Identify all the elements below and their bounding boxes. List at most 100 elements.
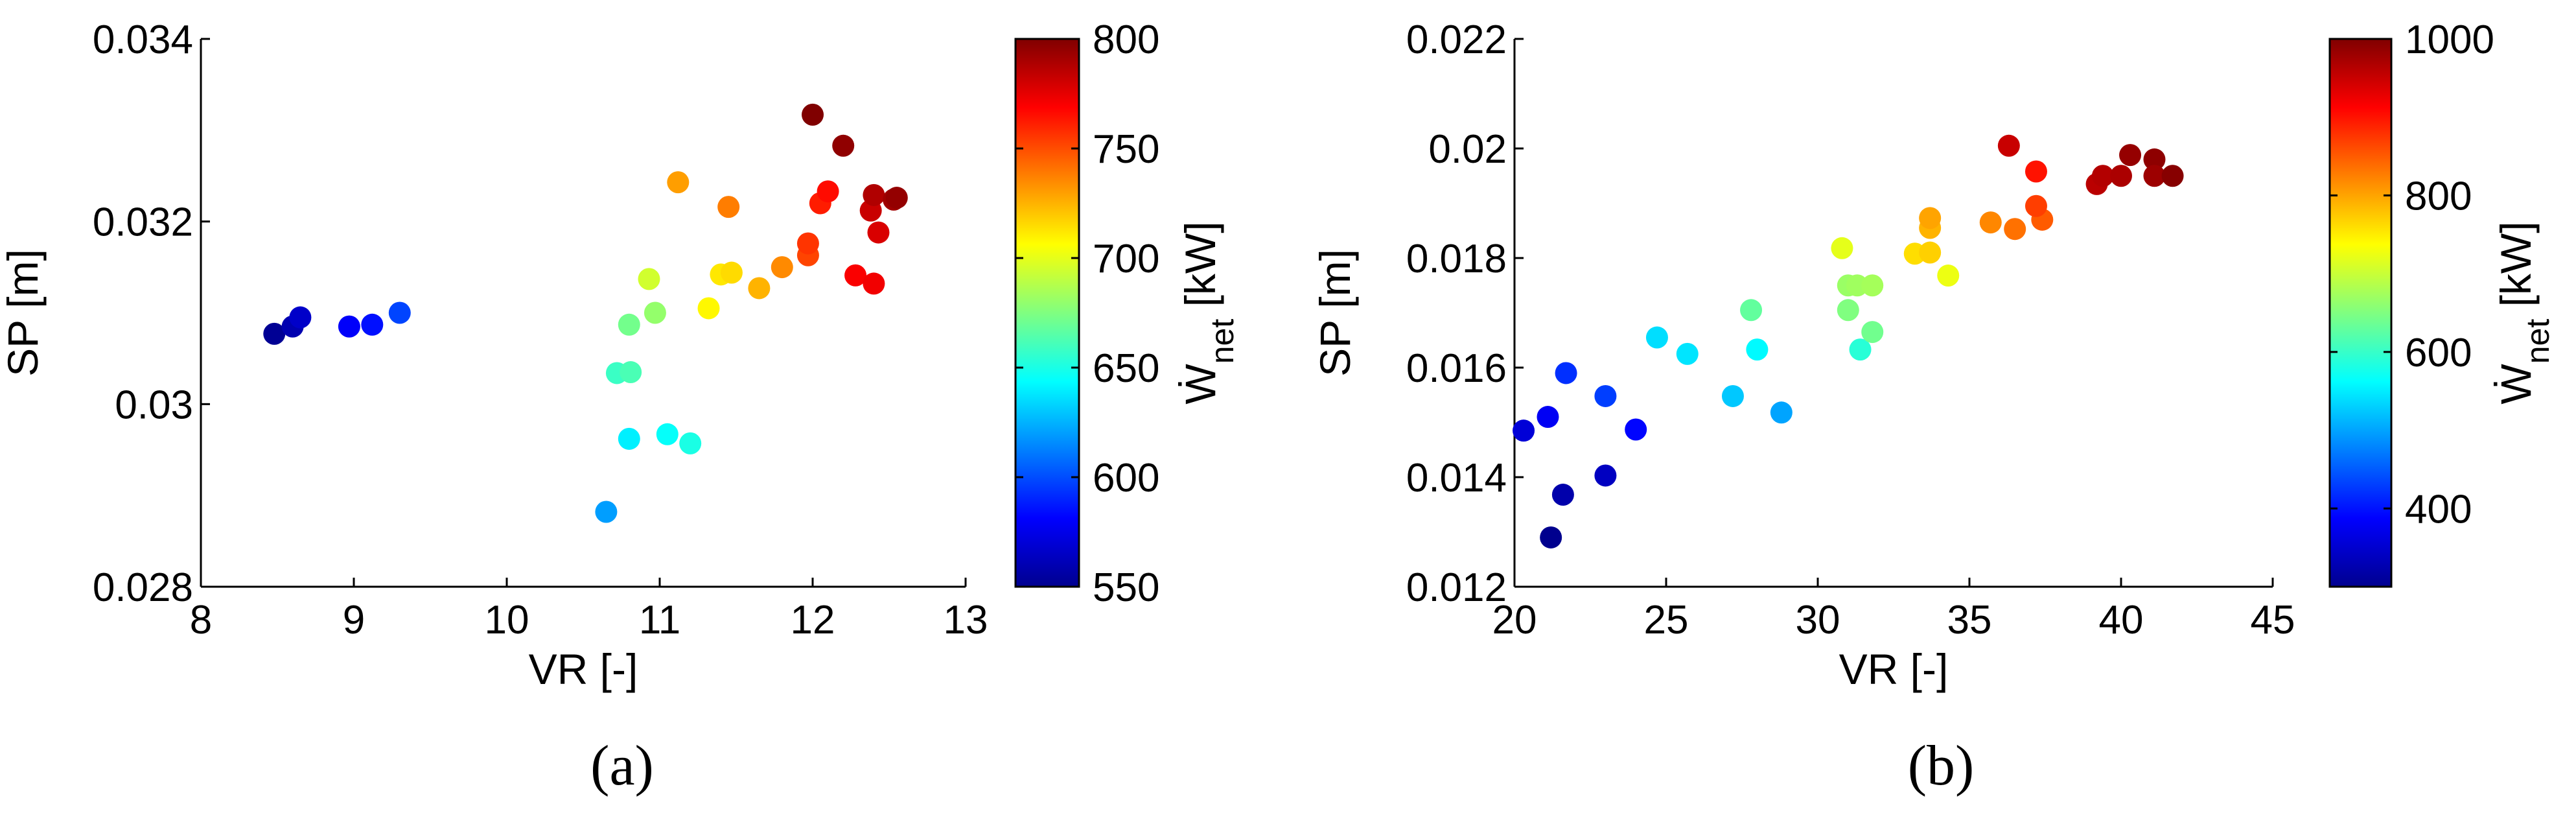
panel-a-y-axis-label: SP [m] [0, 249, 47, 377]
panel-b-data-point [1746, 338, 1769, 361]
panel-a-data-point [644, 301, 666, 324]
panel-b-data-point [1979, 211, 2002, 234]
panel-b-y-tick-label: 0.012 [1406, 565, 1507, 610]
panel-b-data-point [2025, 160, 2047, 183]
panel-b-x-tick-label: 20 [1492, 598, 1537, 642]
panel-b-data-point [1937, 265, 1960, 287]
panel-a-x-tick-label: 13 [944, 598, 988, 642]
panel-a-x-tick-label: 12 [791, 598, 835, 642]
panel-b-data-point [1540, 526, 1562, 548]
panel-b-data-point [1849, 338, 1872, 361]
panel-a-data-point [771, 256, 793, 279]
panel-b-y-tick-label: 0.014 [1406, 456, 1507, 501]
panel-a-data-point [361, 313, 384, 336]
panel-b-data-point [2110, 165, 2132, 187]
panel-a-data-point [717, 196, 740, 218]
panel-b-x-axis-label: VR [-] [1839, 645, 1949, 693]
panel-a-y-tick-label: 0.028 [93, 565, 193, 610]
panel-a-data-point [388, 301, 411, 324]
panel-a-data-point [832, 134, 855, 157]
panel-a-colorbar-label-unit: [kW] [1176, 221, 1224, 318]
panel-b-label: (b) [1908, 735, 1975, 797]
panel-a-x-tick-label: 11 [639, 598, 680, 642]
panel-a-data-point [863, 272, 885, 295]
panel-b-data-point [1537, 406, 1559, 429]
panel-b-data-point [1861, 274, 1884, 297]
panel-b-colorbar-tick-label: 1000 [2405, 18, 2494, 62]
panel-b-data-point [2143, 148, 2166, 171]
panel-a-data-point [263, 322, 286, 345]
panel-b-data-point [1555, 362, 1577, 384]
panel-b-colorbar-tick-label: 600 [2405, 331, 2472, 375]
panel-b-data-point [1770, 401, 1793, 424]
panel-a-data-point [863, 183, 885, 206]
panel-a-colorbar-label: Ẇnet [kW] [1176, 221, 1240, 404]
panel-b-data-point [1919, 207, 1942, 230]
panel-a-x-tick-label: 9 [343, 598, 365, 642]
panel-b-colorbar-label-unit: [kW] [2492, 221, 2540, 318]
panel-b-colorbar-tick-label: 800 [2405, 174, 2472, 218]
panel-b-data-point [2004, 218, 2026, 241]
panel-a-data-point [679, 432, 702, 454]
panel-a-data-point [595, 501, 618, 523]
panel-b-data-point [1513, 419, 1535, 442]
panel-b-colorbar-label-sub: net [2520, 319, 2556, 364]
panel-b-data-point [1676, 342, 1699, 365]
panel-a-data-point [844, 264, 867, 287]
panel-a-x-tick-label: 8 [190, 598, 212, 642]
panel-a-colorbar-tick-label: 800 [1093, 18, 1159, 62]
panel-a-colorbar [1014, 38, 1080, 588]
panel-a-data-point [802, 103, 824, 126]
panel-a-colorbar-tick-label: 700 [1093, 237, 1159, 281]
panel-a-y-tick-label: 0.034 [93, 18, 193, 62]
panel-a-colorbar-tick-label: 550 [1093, 565, 1159, 610]
panel-a-data-point [618, 427, 640, 450]
panel-a-data-point [817, 180, 839, 203]
panel-b-data-point [1551, 484, 1574, 506]
panel-a-data-point [620, 361, 642, 384]
panel-a-label-text: (a) [590, 735, 654, 797]
panel-a-colorbar-tick-label: 650 [1093, 346, 1159, 391]
panel-b-y-axis-label: SP [m] [1311, 249, 1359, 377]
panel-a-data-point [720, 261, 743, 284]
panel-a-data-point [796, 232, 819, 255]
panel-a-data-point [867, 221, 890, 244]
panel-b-data-point [1594, 384, 1617, 407]
panel-a-data-point [667, 171, 690, 194]
panel-b-data-point [2143, 165, 2166, 187]
panel-b-data-point [1831, 237, 1853, 259]
panel-a-data-point [289, 306, 312, 329]
panel-b-data-point [1837, 299, 1859, 322]
panel-a: 8 9 10 11 12 13 0.028 0.03 0.032 0.034 VR [-] SP [m… [0, 18, 1240, 693]
panel-a-colorbar-tick-label: 600 [1093, 456, 1159, 501]
panel-b-colorbar-label-main: Ẇ [2492, 364, 2540, 405]
panel-a-y-tick-label: 0.03 [115, 383, 193, 427]
panel-b-x-tick-label: 35 [1947, 598, 1992, 642]
panel-a-colorbar-tick-label: 750 [1093, 127, 1159, 172]
panel-b-data-point [2161, 165, 2184, 187]
panel-b-data-point [2091, 165, 2114, 187]
panel-b-data-point [1861, 321, 1884, 344]
panel-b-data-point [1846, 274, 1868, 297]
panel-b: 20 25 30 35 40 45 0.012 0.014 0.016 0.018 0.02 0.02… [1311, 18, 2556, 693]
panel-b-y-tick-label: 0.016 [1406, 346, 1507, 391]
panel-b-y-tick-label: 0.022 [1406, 18, 1507, 62]
panel-b-colorbar-label: Ẇnet [kW] [2492, 221, 2556, 404]
panel-b-data-point [1645, 326, 1668, 349]
panel-b-label-text: (b) [1908, 735, 1975, 797]
panel-a-data-point [656, 423, 679, 445]
panel-b-colorbar [2328, 38, 2393, 588]
panel-a-data-point [885, 187, 908, 209]
panel-b-data-point [2119, 144, 2142, 167]
panel-a-colorbar-label-sub: net [1204, 319, 1240, 364]
panel-a-data-point [697, 297, 720, 320]
panel-b-data-point [2025, 194, 2047, 217]
panel-b-x-tick-label: 30 [1796, 598, 1840, 642]
panel-b-x-tick-label: 40 [2099, 598, 2144, 642]
panel-a-label: (a) [590, 735, 654, 797]
panel-b-x-tick-label: 25 [1644, 598, 1689, 642]
panel-a-x-axis-label: VR [-] [529, 645, 638, 693]
panel-b-data-point [1625, 418, 1647, 441]
panel-b-data-point [1594, 464, 1617, 487]
